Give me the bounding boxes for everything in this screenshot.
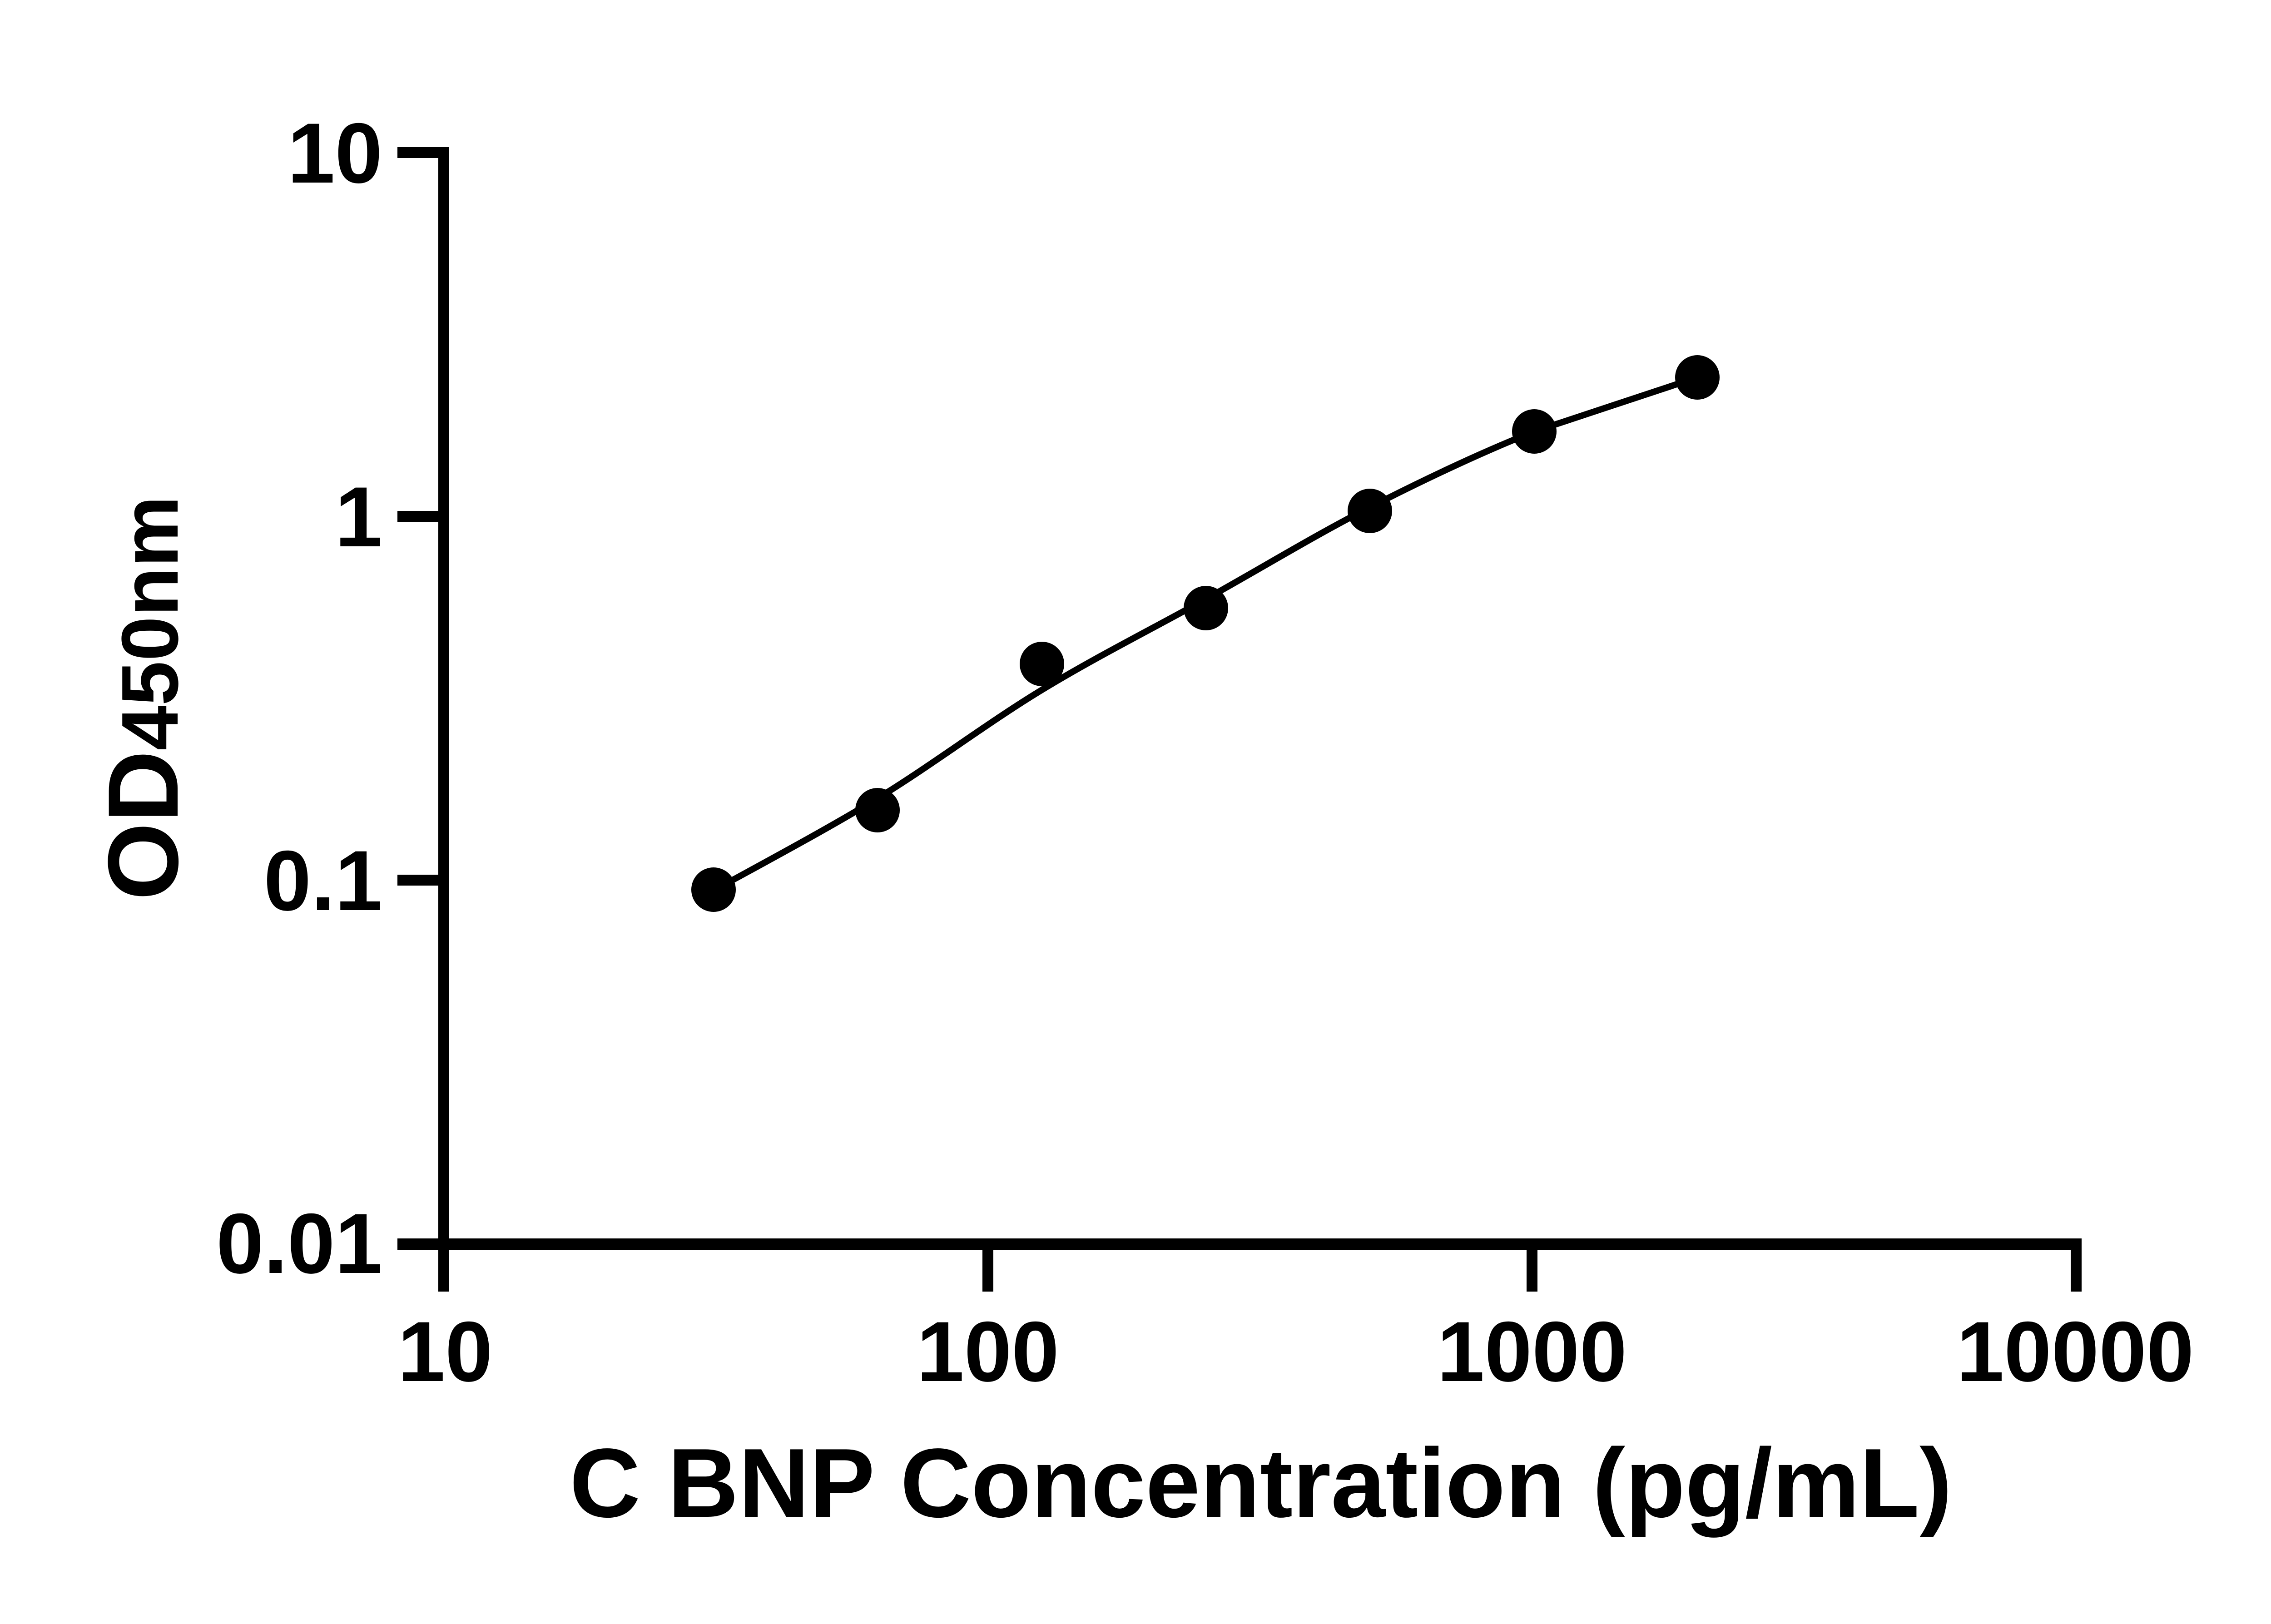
svg-text:10000: 10000: [1957, 1304, 2194, 1399]
svg-text:0.1: 0.1: [264, 833, 382, 928]
svg-text:0.01: 0.01: [216, 1196, 382, 1291]
svg-text:1000: 1000: [1437, 1304, 1627, 1399]
svg-text:10: 10: [397, 1304, 492, 1399]
svg-text:C BNP Concentration (pg/mL): C BNP Concentration (pg/mL): [570, 1428, 1952, 1538]
svg-text:100: 100: [917, 1304, 1059, 1399]
svg-text:10: 10: [288, 105, 382, 201]
svg-text:1: 1: [335, 469, 382, 564]
svg-text:OD450nm: OD450nm: [87, 496, 199, 901]
